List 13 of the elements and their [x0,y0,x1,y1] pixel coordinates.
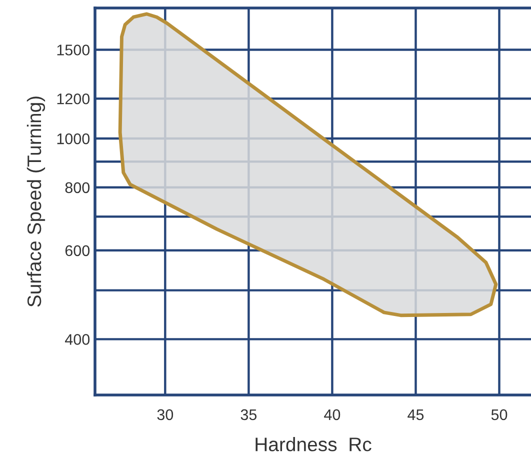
y-axis-title: Surface Speed (Turning) [26,96,46,307]
x-tick-label: 45 [408,409,424,420]
x-tick-label: 50 [491,409,508,420]
x-tick-label: 30 [157,409,174,420]
y-tick-label: 1500 [57,44,90,56]
x-tick-label: 35 [240,409,257,420]
y-tick-label: 400 [65,334,90,345]
y-tick-label: 1000 [57,133,90,144]
x-axis-title: Hardness Rc [256,437,372,452]
y-tick-label: 1200 [57,93,90,104]
x-tick-label: 40 [324,409,340,420]
y-tick-label: 600 [65,245,90,256]
y-tick-label: 800 [65,182,90,194]
